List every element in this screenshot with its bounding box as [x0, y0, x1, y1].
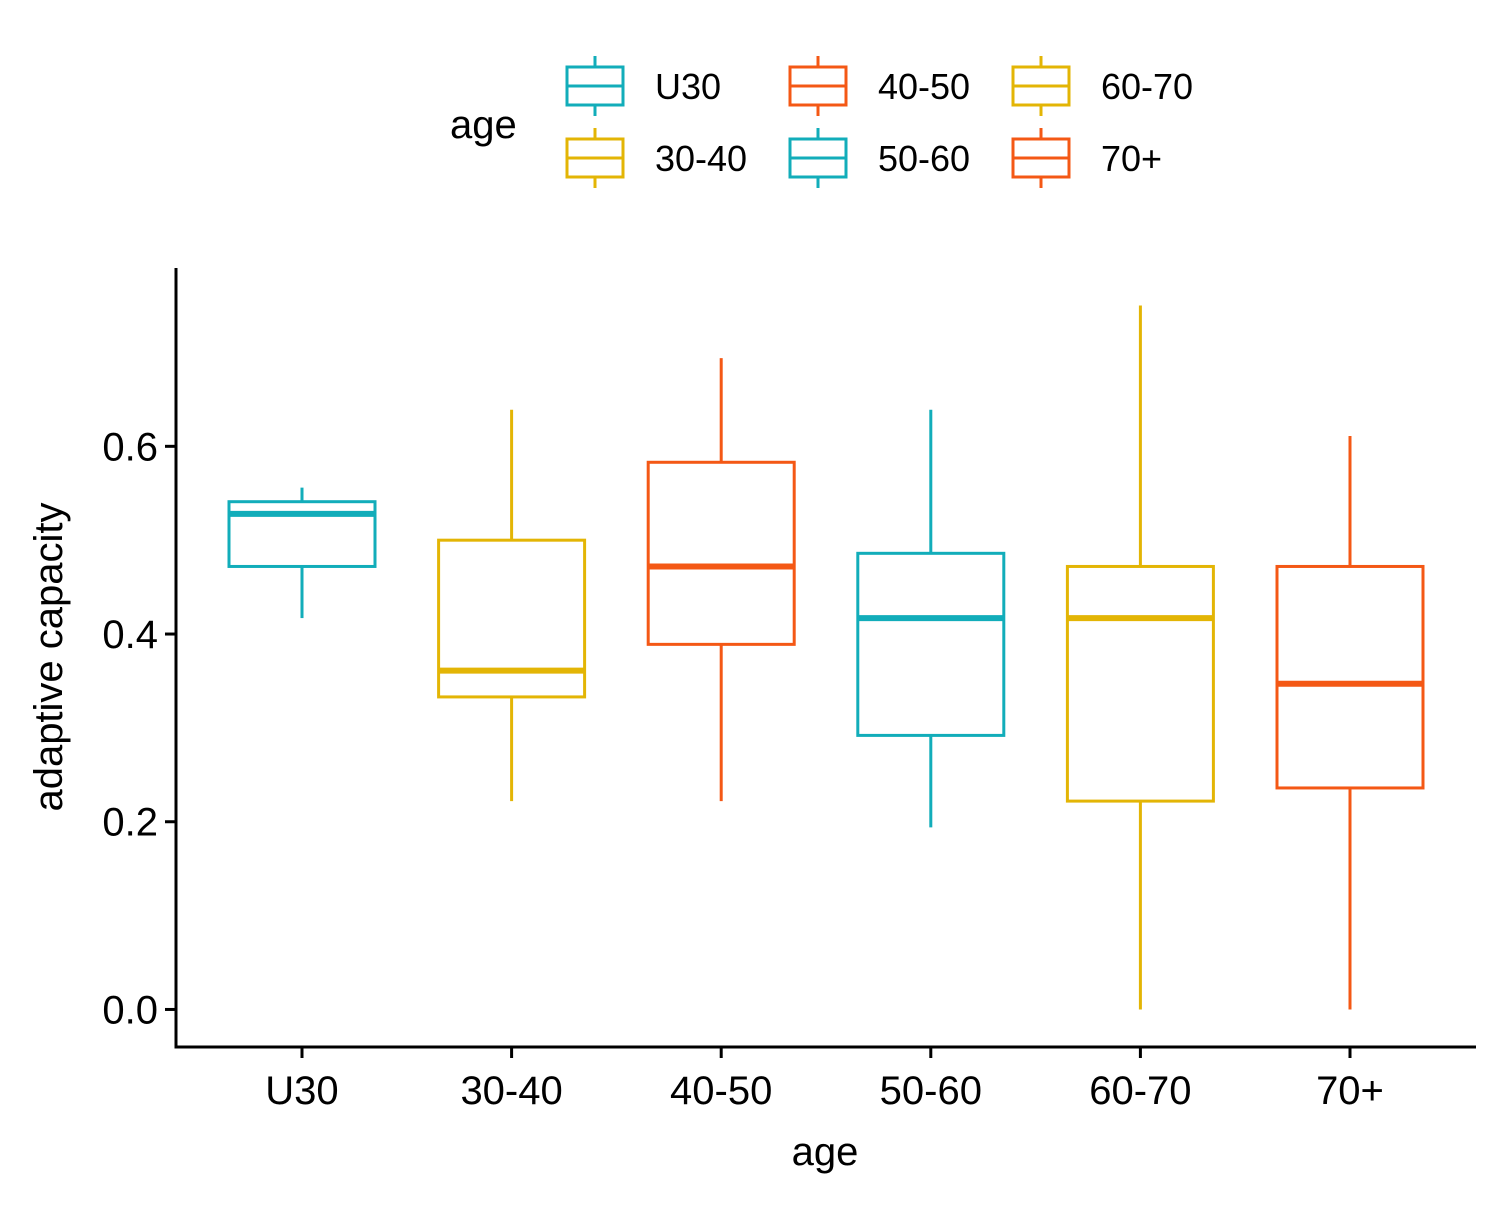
legend-item-30-40: 30-40 — [565, 128, 747, 188]
legend-label: U30 — [655, 66, 721, 107]
legend-item-U30: U30 — [565, 56, 721, 116]
legend-title: age — [450, 103, 517, 147]
y-axis-title: adaptive capacity — [27, 502, 71, 811]
ticks: 0.0 0.2 0.4 0.6 U30 30-40 40-50 50-60 60-70 70+ — [102, 425, 1384, 1113]
y-tick-label: 0.6 — [102, 425, 158, 469]
legend-label: 70+ — [1101, 138, 1162, 179]
legend-label: 30-40 — [655, 138, 747, 179]
box-30-40 — [437, 409, 587, 802]
box-70+ — [1275, 436, 1425, 1010]
x-tick-label: 70+ — [1316, 1069, 1384, 1113]
axes — [174, 268, 1476, 1049]
box-U30 — [227, 487, 377, 619]
iqr-box — [1065, 564, 1215, 803]
legend-label: 50-60 — [878, 138, 970, 179]
y-tick-label: 0.0 — [102, 988, 158, 1032]
y-tick-label: 0.2 — [102, 801, 158, 845]
legend-label: 40-50 — [878, 66, 970, 107]
legend-item-40-50: 40-50 — [788, 56, 970, 116]
legend-item-50-60: 50-60 — [788, 128, 970, 188]
box-50-60 — [856, 409, 1006, 828]
legend-item-70+: 70+ — [1011, 128, 1162, 188]
x-tick-label: 40-50 — [670, 1069, 772, 1113]
x-axis-title: age — [792, 1130, 859, 1174]
box-40-50 — [646, 358, 796, 802]
iqr-box — [1275, 564, 1425, 790]
legend-item-60-70: 60-70 — [1011, 56, 1193, 116]
x-tick-label: 30-40 — [460, 1069, 562, 1113]
box-series — [227, 305, 1425, 1010]
legend: age U30 30-40 40-50 50-60 60-70 70+ — [450, 56, 1193, 188]
iqr-box — [646, 460, 796, 646]
x-tick-label: 50-60 — [880, 1069, 982, 1113]
legend-label: 60-70 — [1101, 66, 1193, 107]
iqr-box — [856, 551, 1006, 737]
x-tick-label: 60-70 — [1089, 1069, 1191, 1113]
y-tick-label: 0.4 — [102, 613, 158, 657]
box-60-70 — [1065, 305, 1215, 1010]
x-tick-label: U30 — [265, 1069, 338, 1113]
